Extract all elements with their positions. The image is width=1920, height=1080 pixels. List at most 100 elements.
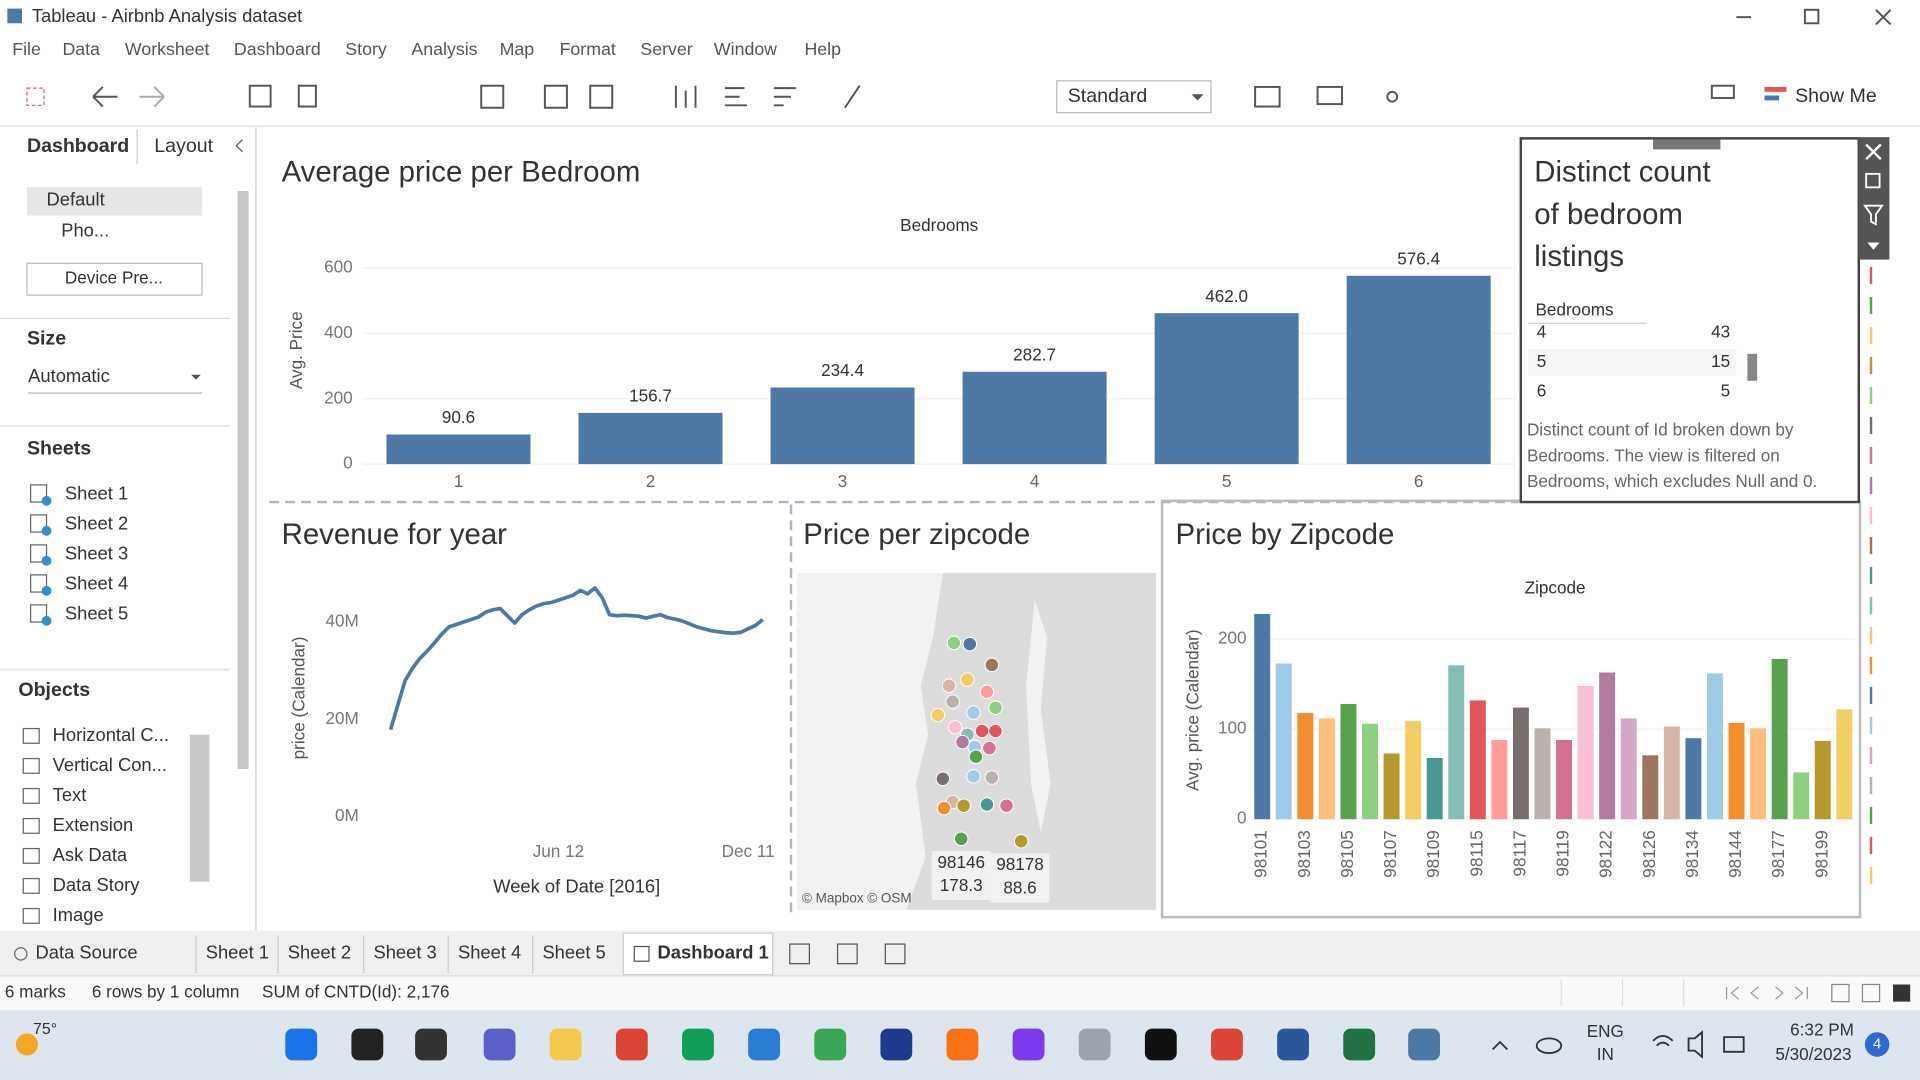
new-data[interactable] <box>297 84 317 108</box>
taskbar-app[interactable] <box>615 1028 648 1061</box>
selected-zone[interactable] <box>1160 499 1862 919</box>
object-item[interactable]: Vertical Con... <box>53 754 167 775</box>
sheet-tab[interactable]: Sheet 5 <box>542 942 605 963</box>
close[interactable] <box>1875 9 1892 26</box>
save[interactable] <box>248 84 272 108</box>
object-item[interactable]: Extension <box>53 814 134 835</box>
sheet-item[interactable]: Sheet 4 <box>65 573 128 594</box>
taskbar-app[interactable] <box>1408 1028 1440 1061</box>
presentation[interactable] <box>1316 85 1344 106</box>
object-item[interactable]: Text <box>53 784 87 805</box>
taskbar-app[interactable] <box>946 1028 979 1061</box>
restore[interactable] <box>1803 8 1820 25</box>
sort-asc[interactable] <box>724 87 747 107</box>
format-painter[interactable] <box>1710 84 1735 99</box>
taskbar-app[interactable] <box>1012 1028 1045 1061</box>
menu-item[interactable]: Format <box>560 39 616 59</box>
taskbar-app[interactable] <box>1144 1028 1177 1061</box>
sheet-tab[interactable]: Sheet 1 <box>206 942 269 963</box>
zone-menu[interactable] <box>1867 242 1880 250</box>
zone-remove[interactable] <box>1865 143 1882 161</box>
active-tab[interactable] <box>622 932 774 976</box>
taskbar-app[interactable] <box>415 1028 447 1061</box>
device-preview-button[interactable] <box>26 262 203 296</box>
swap[interactable] <box>674 85 697 108</box>
notification-badge[interactable] <box>1864 1032 1890 1057</box>
device-preview[interactable]: Device Pre... <box>65 268 163 288</box>
show-cards[interactable] <box>1254 85 1281 108</box>
notification-count: 4 <box>1873 1036 1881 1052</box>
clear[interactable] <box>589 84 614 109</box>
object-item[interactable]: Image <box>53 904 104 925</box>
menu-item[interactable]: File <box>12 39 41 59</box>
new-tab-icon[interactable] <box>884 943 906 965</box>
fit-value[interactable]: Standard <box>1068 85 1147 107</box>
device-option[interactable]: Default <box>47 189 105 210</box>
sheet-item[interactable]: Sheet 2 <box>65 513 128 534</box>
device-option[interactable]: Pho... <box>61 219 109 240</box>
new-sheet[interactable] <box>480 84 505 109</box>
view-toggle[interactable] <box>1861 983 1881 1003</box>
taskbar-app[interactable] <box>351 1028 384 1061</box>
sheet-tab[interactable]: Data Source <box>36 942 138 963</box>
object-item[interactable]: Horizontal C... <box>53 724 169 745</box>
view-toggle[interactable] <box>1893 984 1911 1002</box>
scrollbar[interactable] <box>237 191 249 769</box>
taskbar-app[interactable] <box>1277 1028 1309 1061</box>
floating-zone[interactable] <box>1519 137 1860 504</box>
zone-goto-sheet[interactable] <box>1865 172 1881 189</box>
collapse <box>235 139 243 153</box>
menu-item[interactable]: Story <box>345 39 387 59</box>
new-tab-icon[interactable] <box>789 943 810 965</box>
menu-item[interactable]: Dashboard <box>234 39 321 59</box>
panel-tab[interactable]: Dashboard <box>27 135 129 157</box>
taskbar-app[interactable] <box>483 1028 516 1061</box>
size-value[interactable]: Automatic <box>28 365 110 386</box>
taskbar-app[interactable] <box>285 1028 318 1061</box>
zone-filter[interactable] <box>1863 204 1884 226</box>
sheet-tab[interactable]: Dashboard 1 <box>658 942 769 963</box>
taskbar-app[interactable] <box>1078 1028 1111 1061</box>
undo[interactable] <box>92 86 118 108</box>
sheet-icon <box>30 514 48 533</box>
sheet-item[interactable]: Sheet 1 <box>65 483 128 504</box>
sheet-tab[interactable]: Sheet 2 <box>288 942 351 963</box>
scrollbar[interactable] <box>189 734 210 882</box>
taskbar-app[interactable] <box>1343 1028 1376 1061</box>
sheet-item[interactable]: Sheet 3 <box>65 543 128 564</box>
highlight[interactable] <box>844 85 861 109</box>
sheet-tab[interactable]: Sheet 4 <box>458 942 521 963</box>
fit-dropdown[interactable] <box>1056 80 1212 114</box>
bar <box>1706 673 1723 820</box>
menu-item[interactable]: Server <box>640 39 692 59</box>
zone-grip[interactable] <box>1653 139 1721 150</box>
panel-tab[interactable]: Layout <box>154 135 213 157</box>
share[interactable] <box>1386 90 1399 103</box>
taskbar-app[interactable] <box>748 1028 780 1061</box>
menu-item[interactable]: Analysis <box>411 39 477 59</box>
view-toggle[interactable] <box>1831 983 1850 1003</box>
show-me[interactable]: Show Me <box>1795 85 1877 107</box>
menu-item[interactable]: Data <box>62 39 100 59</box>
object-item[interactable]: Ask Data <box>53 844 128 865</box>
taskbar-app[interactable] <box>549 1028 582 1061</box>
taskbar-app[interactable] <box>880 1028 913 1061</box>
taskbar-app[interactable] <box>814 1028 847 1061</box>
map-lake <box>1026 600 1051 833</box>
sheet-item[interactable]: Sheet 5 <box>65 603 128 624</box>
new-tab-icon[interactable] <box>836 943 858 965</box>
menu-item[interactable]: Window <box>714 39 777 59</box>
x-tick-label: 98134 <box>1682 830 1702 878</box>
device-default[interactable] <box>26 187 203 216</box>
duplicate[interactable] <box>543 84 568 109</box>
sort-desc[interactable] <box>773 87 796 107</box>
table-scrollbar[interactable] <box>1747 353 1758 381</box>
object-item[interactable]: Data Story <box>53 874 141 895</box>
sheet-tab[interactable]: Sheet 3 <box>373 942 436 963</box>
taskbar-app[interactable] <box>1211 1028 1243 1061</box>
menu-item[interactable]: Worksheet <box>125 39 210 59</box>
redo[interactable] <box>139 86 165 108</box>
menu-item[interactable]: Map <box>500 39 535 59</box>
menu-item[interactable]: Help <box>804 39 841 59</box>
taskbar-app[interactable] <box>682 1028 714 1061</box>
